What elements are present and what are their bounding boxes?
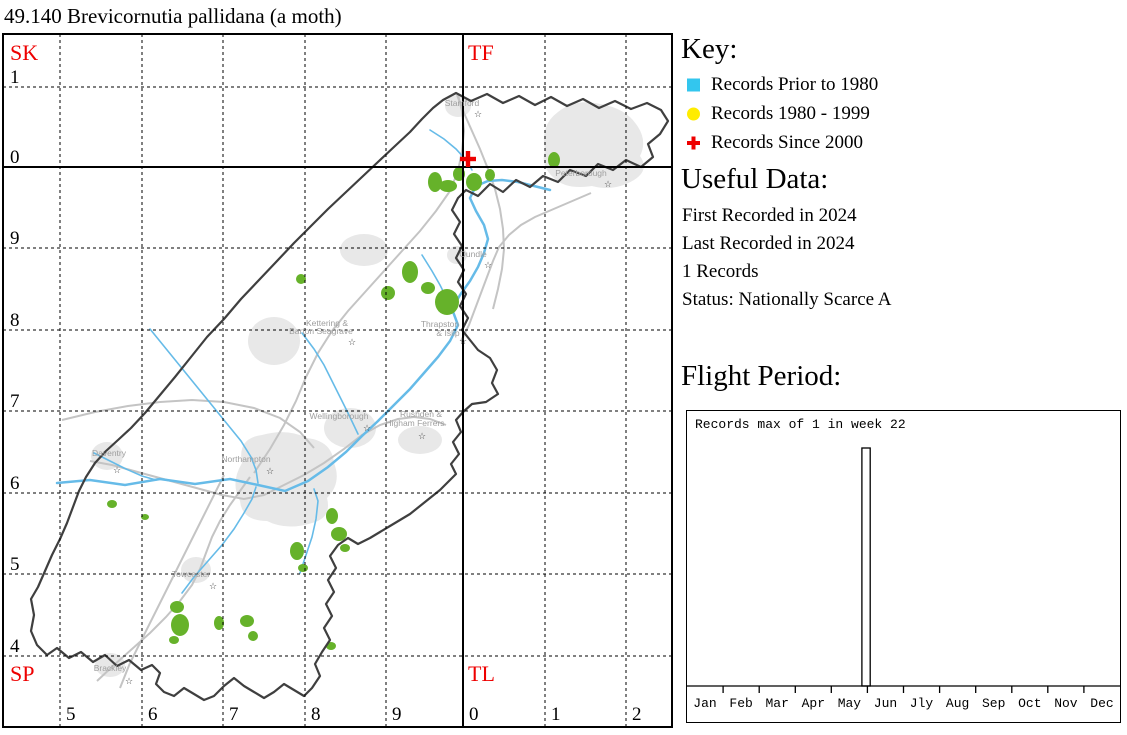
chart-border <box>686 410 1121 723</box>
town-star-icon: ☆ <box>113 466 121 476</box>
key-legend: Records Prior to 1980 Records 1980 - 199… <box>686 70 986 157</box>
key-heading: Key: <box>681 33 738 65</box>
month-label: Jly <box>910 696 934 711</box>
town-star-icon: ☆ <box>604 180 612 190</box>
grid-letter: TF <box>468 40 494 65</box>
grid-row-label: 6 <box>10 473 20 494</box>
town-star-icon: ☆ <box>348 338 356 348</box>
cross-icon <box>687 136 700 149</box>
grid-letter: SP <box>10 661 34 686</box>
month-label: Dec <box>1090 696 1113 711</box>
month-label: Jun <box>874 696 897 711</box>
grid-col-label: 9 <box>392 704 402 725</box>
grid-letter: SK <box>10 40 38 65</box>
useful-data-heading: Useful Data: <box>681 163 829 195</box>
useful-data-line: Last Recorded in 2024 <box>682 233 855 254</box>
month-labels: Jan Feb Mar Apr May Jun Jly Aug Sep Oct Nov Dec <box>693 696 1113 711</box>
flight-bar <box>861 447 871 687</box>
month-label: Oct <box>1018 696 1041 711</box>
distribution-map: SK TF SP TL 1 0 9 8 7 6 5 4 5 6 7 8 9 0 1 2 Stamford ☆ Peterbo… <box>2 33 673 728</box>
woodland-patches <box>107 152 560 650</box>
town-label: Towcester <box>172 569 210 579</box>
map-border <box>2 33 673 728</box>
town-label: Rushden & <box>400 409 442 419</box>
grid-row-label: 9 <box>10 228 20 249</box>
grid-row-label: 4 <box>10 636 20 657</box>
flight-period-heading: Flight Period: <box>681 360 842 392</box>
key-item: Records Prior to 1980 <box>686 70 986 99</box>
chart-annotation: Records max of 1 in week 22 <box>695 417 906 432</box>
record-markers <box>460 151 476 167</box>
town-label: Oundle <box>459 249 487 259</box>
grid-row-label: 1 <box>10 67 20 88</box>
town-label: Brackley <box>94 663 127 673</box>
page-title: 49.140 Brevicornutia pallidana (a moth) <box>4 4 342 28</box>
useful-data-line: 1 Records <box>682 261 759 282</box>
town-star-icon: ☆ <box>459 337 467 347</box>
flight-period-chart: Records max of 1 in week 22 Jan Feb Mar Apr M… <box>686 410 1121 723</box>
key-item-label: Records Since 2000 <box>711 131 863 153</box>
town-star-icon: ☆ <box>125 677 133 687</box>
rivers <box>55 129 552 594</box>
grid-row-label: 7 <box>10 391 20 412</box>
town-star-icon: ☆ <box>418 432 426 442</box>
flight-chart-svg: Records max of 1 in week 22 Jan Feb Mar Apr M… <box>686 410 1121 723</box>
month-label: Nov <box>1054 696 1078 711</box>
grid-col-label: 0 <box>469 704 479 725</box>
town-label: & Islip <box>436 328 459 338</box>
month-label: Feb <box>729 696 752 711</box>
grid-letters: SK TF SP TL <box>10 40 495 686</box>
town-star-icon: ☆ <box>363 424 371 434</box>
grid-lines <box>2 33 673 728</box>
grid-col-label: 6 <box>148 704 158 725</box>
month-label: Aug <box>946 696 969 711</box>
grid-letter: TL <box>468 661 495 686</box>
month-label: Sep <box>982 696 1005 711</box>
circle-icon <box>687 107 700 120</box>
grid-col-label: 2 <box>632 704 642 725</box>
town-star-icon: ☆ <box>474 110 482 120</box>
town-label: Barton Seagrave <box>289 326 353 336</box>
grid-row-label: 0 <box>10 147 20 168</box>
useful-data-lines: First Recorded in 2024 Last Recorded in 2… <box>682 202 891 314</box>
town-label: Peterborough <box>555 168 607 178</box>
grid-col-label: 7 <box>229 704 239 725</box>
month-axis <box>687 685 1120 693</box>
useful-data-line: Status: Nationally Scarce A <box>682 289 892 310</box>
county-outline <box>29 91 670 702</box>
town-label: Daventry <box>92 448 127 458</box>
key-item-label: Records Prior to 1980 <box>711 73 879 95</box>
town-star-icon: ☆ <box>209 582 217 592</box>
month-label: Jan <box>693 696 716 711</box>
key-item-label: Records 1980 - 1999 <box>711 102 870 124</box>
grid-col-label: 8 <box>311 704 321 725</box>
key-item: Records Since 2000 <box>686 128 986 157</box>
town-star-icon: ☆ <box>266 467 274 477</box>
urban-areas <box>91 95 644 677</box>
town-label: Higham Ferrers <box>385 418 444 428</box>
month-label: Apr <box>802 696 825 711</box>
key-item: Records 1980 - 1999 <box>686 99 986 128</box>
record-cross-icon <box>460 151 476 167</box>
grid-col-label: 5 <box>66 704 76 725</box>
grid-row-label: 8 <box>10 310 20 331</box>
town-label: Wellingborough <box>310 411 369 421</box>
town-label: Northampton <box>221 454 270 464</box>
town-labels: Stamford ☆ Peterborough ☆ Oundle ☆ Thrapston& … <box>92 98 612 687</box>
town-star-icon: ☆ <box>484 261 492 271</box>
grid-row-label: 5 <box>10 554 20 575</box>
month-label: May <box>838 696 862 711</box>
useful-data-line: First Recorded in 2024 <box>682 205 857 226</box>
month-label: Mar <box>765 696 788 711</box>
town-label: Kettering & <box>306 318 348 328</box>
square-icon <box>687 78 700 91</box>
grid-col-label: 1 <box>551 704 561 725</box>
town-label: Stamford <box>445 98 480 108</box>
town-label: Thrapston <box>421 319 460 329</box>
